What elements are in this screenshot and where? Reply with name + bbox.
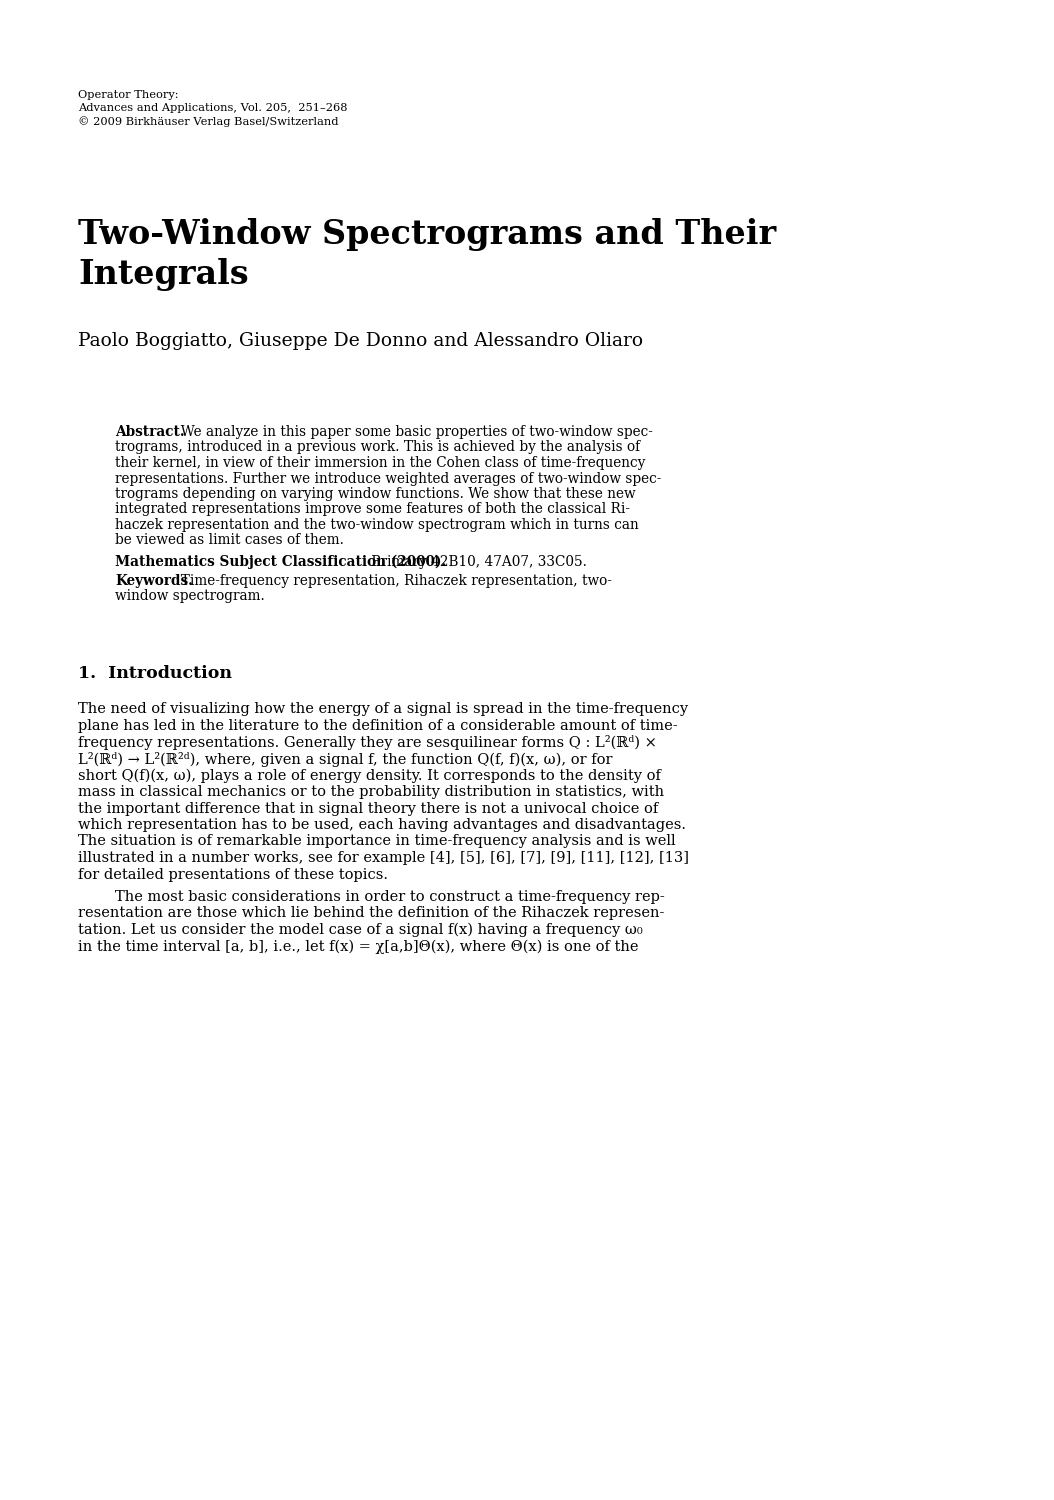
Text: resentation are those which lie behind the definition of the Rihaczek represen-: resentation are those which lie behind t… (78, 906, 664, 921)
Text: integrated representations improve some features of both the classical Ri-: integrated representations improve some … (115, 503, 630, 516)
Text: for detailed presentations of these topics.: for detailed presentations of these topi… (78, 867, 388, 882)
Text: in the time interval [a, b], i.e., let f(x) = χ[a,b]Θ(x), where Θ(x) is one of t: in the time interval [a, b], i.e., let f… (78, 939, 639, 954)
Text: Abstract.: Abstract. (115, 424, 184, 439)
Text: the important difference that in signal theory there is not a univocal choice of: the important difference that in signal … (78, 801, 659, 816)
Text: haczek representation and the two-window spectrogram which in turns can: haczek representation and the two-window… (115, 518, 639, 532)
Text: trograms depending on varying window functions. We show that these new: trograms depending on varying window fun… (115, 488, 636, 501)
Text: which representation has to be used, each having advantages and disadvantages.: which representation has to be used, eac… (78, 818, 686, 833)
Text: be viewed as limit cases of them.: be viewed as limit cases of them. (115, 534, 344, 548)
Text: their kernel, in view of their immersion in the Cohen class of time-frequency: their kernel, in view of their immersion… (115, 456, 645, 470)
Text: Two-Window Spectrograms and Their: Two-Window Spectrograms and Their (78, 217, 776, 250)
Text: Keywords.: Keywords. (115, 573, 193, 588)
Text: plane has led in the literature to the definition of a considerable amount of ti: plane has led in the literature to the d… (78, 718, 678, 734)
Text: The most basic considerations in order to construct a time-frequency rep-: The most basic considerations in order t… (78, 890, 665, 904)
Text: Operator Theory:: Operator Theory: (78, 90, 178, 101)
Text: Integrals: Integrals (78, 258, 249, 291)
Text: L²(ℝᵈ) → L²(ℝ²ᵈ), where, given a signal f, the function Q(f, f)(x, ω), or for: L²(ℝᵈ) → L²(ℝ²ᵈ), where, given a signal … (78, 752, 612, 766)
Text: representations. Further we introduce weighted averages of two-window spec-: representations. Further we introduce we… (115, 471, 661, 486)
Text: Mathematics Subject Classification (2000).: Mathematics Subject Classification (2000… (115, 555, 446, 570)
Text: short Q(f)(x, ω), plays a role of energy density. It corresponds to the density : short Q(f)(x, ω), plays a role of energy… (78, 768, 661, 783)
Text: window spectrogram.: window spectrogram. (115, 590, 265, 603)
Text: Paolo Boggiatto, Giuseppe De Donno and Alessandro Oliaro: Paolo Boggiatto, Giuseppe De Donno and A… (78, 332, 643, 350)
Text: frequency representations. Generally they are sesquilinear forms Q : L²(ℝᵈ) ×: frequency representations. Generally the… (78, 735, 657, 750)
Text: illustrated in a number works, see for example [4], [5], [6], [7], [9], [11], [1: illustrated in a number works, see for e… (78, 850, 689, 865)
Text: The situation is of remarkable importance in time-frequency analysis and is well: The situation is of remarkable importanc… (78, 834, 676, 849)
Text: We analyze in this paper some basic properties of two-window spec-: We analyze in this paper some basic prop… (172, 424, 652, 439)
Text: The need of visualizing how the energy of a signal is spread in the time-frequen: The need of visualizing how the energy o… (78, 702, 688, 717)
Text: mass in classical mechanics or to the probability distribution in statistics, wi: mass in classical mechanics or to the pr… (78, 784, 664, 800)
Text: tation. Let us consider the model case of a signal f(x) having a frequency ω₀: tation. Let us consider the model case o… (78, 922, 643, 938)
Text: 1.  Introduction: 1. Introduction (78, 664, 232, 681)
Text: © 2009 Birkhäuser Verlag Basel/Switzerland: © 2009 Birkhäuser Verlag Basel/Switzerla… (78, 116, 338, 128)
Text: Time-frequency representation, Rihaczek representation, two-: Time-frequency representation, Rihaczek … (172, 573, 612, 588)
Text: trograms, introduced in a previous work. This is achieved by the analysis of: trograms, introduced in a previous work.… (115, 441, 640, 454)
Text: Advances and Applications, Vol. 205,  251–268: Advances and Applications, Vol. 205, 251… (78, 104, 348, 112)
Text: Primary 42B10, 47A07, 33C05.: Primary 42B10, 47A07, 33C05. (367, 555, 587, 568)
